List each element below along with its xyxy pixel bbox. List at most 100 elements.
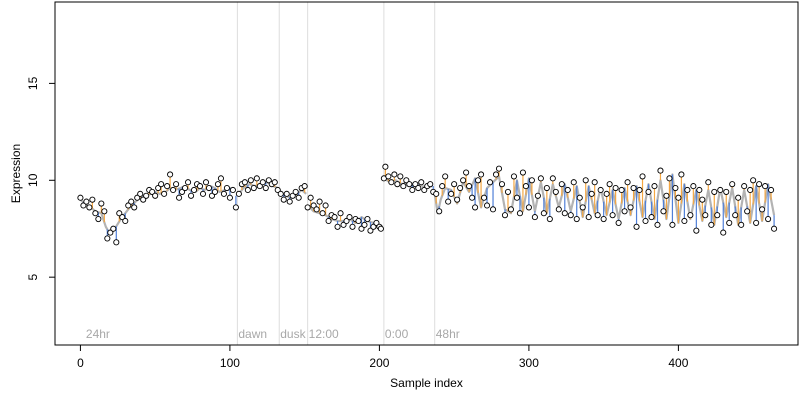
data-point: [250, 184, 257, 192]
data-point: [448, 190, 455, 197]
data-point: [301, 183, 308, 190]
data-point: [262, 184, 269, 192]
data-point: [137, 190, 144, 197]
data-point: [519, 169, 526, 176]
data-point: [489, 206, 497, 213]
data-point: [483, 202, 491, 209]
data-point: [104, 235, 111, 242]
data-point: [555, 206, 562, 213]
data-point: [504, 188, 512, 195]
data-point: [412, 181, 419, 188]
y-tick-label: 10: [26, 173, 40, 187]
data-point: [672, 184, 679, 192]
data-point: [690, 183, 697, 190]
data-point: [663, 192, 670, 199]
data-point: [618, 186, 625, 194]
period-annotation-label: 12:00: [309, 327, 339, 341]
data-point: [134, 194, 141, 201]
x-tick-label: 0: [77, 356, 84, 370]
data-point: [185, 179, 192, 186]
data-point: [229, 186, 236, 194]
data-point: [609, 212, 616, 219]
data-point: [501, 212, 509, 219]
data-point: [86, 204, 93, 211]
data-point: [403, 177, 410, 184]
data-point: [687, 212, 694, 219]
data-point: [642, 217, 649, 225]
data-point: [310, 202, 317, 209]
data-point: [235, 190, 242, 197]
data-point: [442, 173, 449, 180]
data-point: [756, 181, 763, 188]
data-point: [77, 194, 84, 201]
data-point: [110, 225, 117, 232]
data-point: [116, 210, 123, 217]
data-point: [176, 194, 183, 201]
period-annotation-label: 24hr: [86, 327, 110, 341]
y-axis: 5 10 15: [26, 76, 56, 281]
data-point: [190, 186, 198, 194]
data-point: [597, 186, 604, 194]
data-point: [693, 227, 700, 234]
data-point: [358, 225, 365, 232]
data-point: [304, 204, 311, 211]
data-point: [226, 194, 233, 201]
data-point: [199, 190, 207, 197]
data-point: [735, 194, 742, 201]
x-tick-label: 200: [369, 356, 389, 370]
data-point: [340, 221, 347, 228]
data-point: [570, 179, 577, 186]
data-point: [585, 214, 592, 221]
data-point: [271, 179, 278, 186]
data-point: [729, 181, 736, 188]
data-point: [522, 183, 529, 190]
data-point: [364, 215, 371, 223]
data-point: [615, 219, 622, 226]
data-point: [241, 179, 248, 186]
data-point: [89, 196, 96, 203]
data-point: [768, 186, 775, 194]
data-point: [594, 212, 601, 219]
data-point: [630, 184, 637, 192]
data-point: [696, 186, 703, 194]
data-point: [394, 181, 401, 188]
data-point: [202, 179, 210, 186]
data-point: [747, 186, 754, 194]
data-point: [152, 192, 159, 199]
data-point: [639, 173, 646, 180]
data-point: [648, 214, 655, 221]
data-point: [516, 210, 523, 217]
data-point: [466, 183, 473, 190]
data-point: [289, 192, 296, 199]
data-point: [158, 181, 165, 188]
data-point: [636, 186, 643, 194]
data-point: [603, 190, 610, 197]
data-point: [573, 215, 580, 223]
data-point: [759, 206, 766, 213]
y-tick-label: 15: [26, 76, 40, 90]
data-point: [140, 196, 147, 203]
data-point: [549, 175, 556, 182]
period-annotation-label: 0:00: [385, 327, 409, 341]
data-point: [633, 223, 640, 230]
data-point: [741, 183, 748, 190]
data-point: [211, 188, 219, 195]
data-point: [702, 212, 709, 219]
data-point: [463, 169, 470, 176]
plot-frame: [54, 1, 799, 346]
data-point: [265, 177, 272, 184]
data-point: [669, 221, 676, 228]
data-point: [498, 181, 506, 188]
data-point: [579, 204, 586, 211]
data-point: [334, 223, 341, 230]
data-point: [738, 221, 745, 228]
data-point: [427, 181, 434, 188]
data-point: [295, 194, 302, 201]
data-point: [406, 181, 413, 188]
period-annotations: 24hr dawn dusk 12:00 0:00 48hr: [86, 327, 460, 341]
data-point: [433, 190, 440, 197]
data-point: [666, 175, 673, 182]
data-point: [217, 175, 224, 182]
data-point: [481, 194, 488, 201]
